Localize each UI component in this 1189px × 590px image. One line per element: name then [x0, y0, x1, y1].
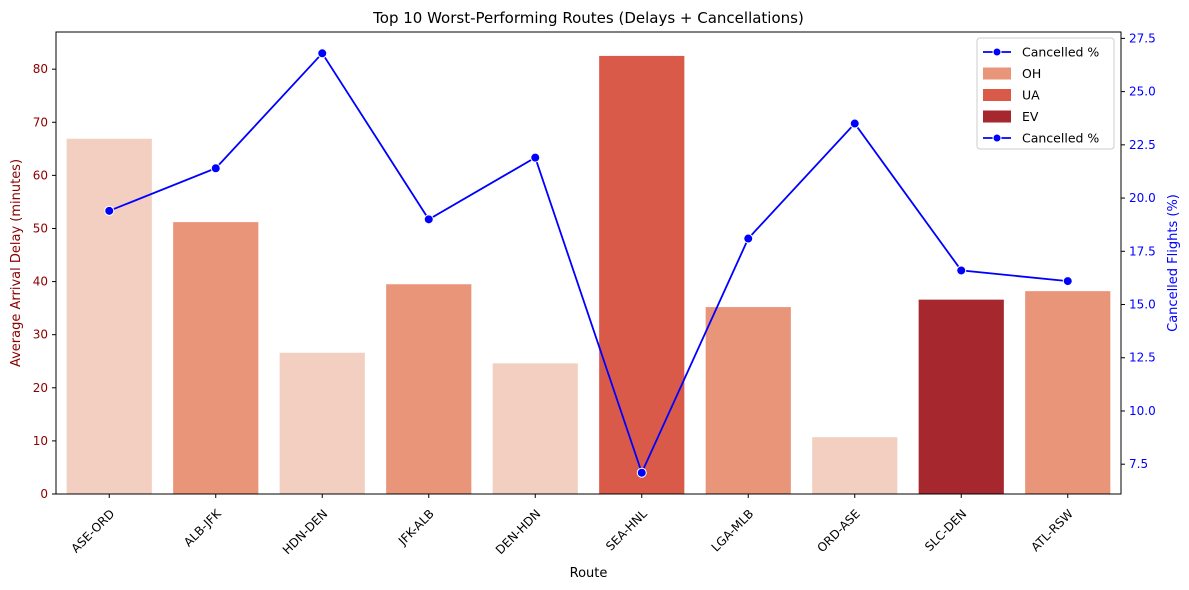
cancelled-point-lga-mlb: [743, 233, 754, 244]
x-tick-label-alb-jfk: ALB-JFK: [181, 506, 225, 550]
x-tick-label-atl-rsw: ATL-RSW: [1028, 507, 1076, 555]
cancelled-point-hdn-den: [317, 48, 328, 59]
y-left-tick-label: 70: [33, 115, 48, 129]
y-right-tick-label: 20.0: [1129, 191, 1156, 205]
y-right-tick-label: 15.0: [1129, 298, 1156, 312]
x-tick-label-sea-hnl: SEA-HNL: [603, 506, 650, 553]
x-tick-label-ase-ord: ASE-ORD: [69, 507, 118, 556]
x-tick-label-jfk-alb: JFK-ALB: [395, 507, 437, 549]
legend-label: OH: [1022, 66, 1041, 81]
plot-frame: [55, 31, 1122, 495]
legend-label: Cancelled %: [1022, 131, 1099, 146]
bar-slc-den: [918, 299, 1004, 494]
y-axis-left-label: Average Arrival Delay (minutes): [9, 159, 24, 367]
y-right-tick-label: 7.5: [1129, 457, 1148, 471]
bar-hdn-den: [279, 352, 365, 494]
cancelled-point-sea-hnl: [636, 467, 647, 478]
cancelled-point-ord-ase: [849, 118, 860, 129]
legend-swatch-ev: [983, 110, 1011, 123]
x-tick-label-den-hdn: DEN-HDN: [493, 507, 543, 557]
legend-label: UA: [1022, 88, 1040, 103]
bar-den-hdn: [492, 363, 578, 494]
x-tick-label-ord-ase: ORD-ASE: [814, 507, 862, 555]
bar-sea-hnl: [599, 55, 685, 495]
y-left-tick-label: 30: [33, 328, 48, 342]
cancelled-point-atl-rsw: [1062, 276, 1073, 287]
y-left-tick-label: 60: [33, 168, 48, 182]
x-tick-label-slc-den: SLC-DEN: [922, 507, 969, 554]
legend-swatch-ua: [983, 89, 1011, 101]
y-right-tick-label: 10.0: [1129, 404, 1156, 418]
bar-alb-jfk: [173, 222, 259, 494]
y-right-tick-label: 27.5: [1129, 31, 1156, 45]
x-tick-label-lga-mlb: LGA-MLB: [709, 507, 757, 555]
x-axis-label: Route: [570, 566, 608, 581]
y-right-tick-label: 17.5: [1129, 244, 1156, 258]
cancelled-line-group: [104, 48, 1073, 478]
legend-line-marker: [992, 133, 1002, 143]
y-right-tick-label: 12.5: [1129, 351, 1156, 365]
y-left-tick-label: 0: [40, 487, 48, 501]
legend: Cancelled % OH UA EV Cancelled %: [976, 37, 1115, 150]
bar-ord-ase: [812, 437, 898, 494]
legend-line-marker: [992, 47, 1002, 57]
bar-atl-rsw: [1025, 291, 1111, 494]
y-left-tick-label: 40: [33, 275, 48, 289]
legend-label: Cancelled %: [1022, 45, 1099, 60]
chart-title: Top 10 Worst-Performing Routes (Delays +…: [372, 9, 804, 27]
y-left-tick-label: 20: [33, 381, 48, 395]
y-left-tick-label: 10: [33, 434, 48, 448]
cancelled-point-den-hdn: [530, 152, 541, 163]
bars-group: [66, 55, 1111, 495]
y-axis-right-label: Cancelled Flights (%): [1166, 194, 1181, 332]
y-right-tick-label: 25.0: [1129, 85, 1156, 99]
cancelled-point-ase-ord: [104, 205, 115, 216]
y-left-tick-label: 50: [33, 221, 48, 235]
bar-lga-mlb: [705, 307, 791, 494]
legend-label: EV: [1022, 109, 1039, 124]
legend-frame: [976, 37, 1115, 150]
bar-ase-ord: [66, 138, 152, 495]
y-left-tick-label: 80: [33, 62, 48, 76]
cancelled-point-slc-den: [956, 265, 967, 276]
bar-jfk-alb: [386, 284, 472, 494]
cancelled-point-alb-jfk: [210, 163, 221, 174]
cancelled-line: [108, 51, 1068, 476]
y-right-tick-label: 22.5: [1129, 138, 1156, 152]
legend-swatch-oh: [983, 67, 1011, 80]
x-tick-label-hdn-den: HDN-DEN: [280, 507, 330, 557]
cancelled-point-jfk-alb: [423, 214, 434, 225]
